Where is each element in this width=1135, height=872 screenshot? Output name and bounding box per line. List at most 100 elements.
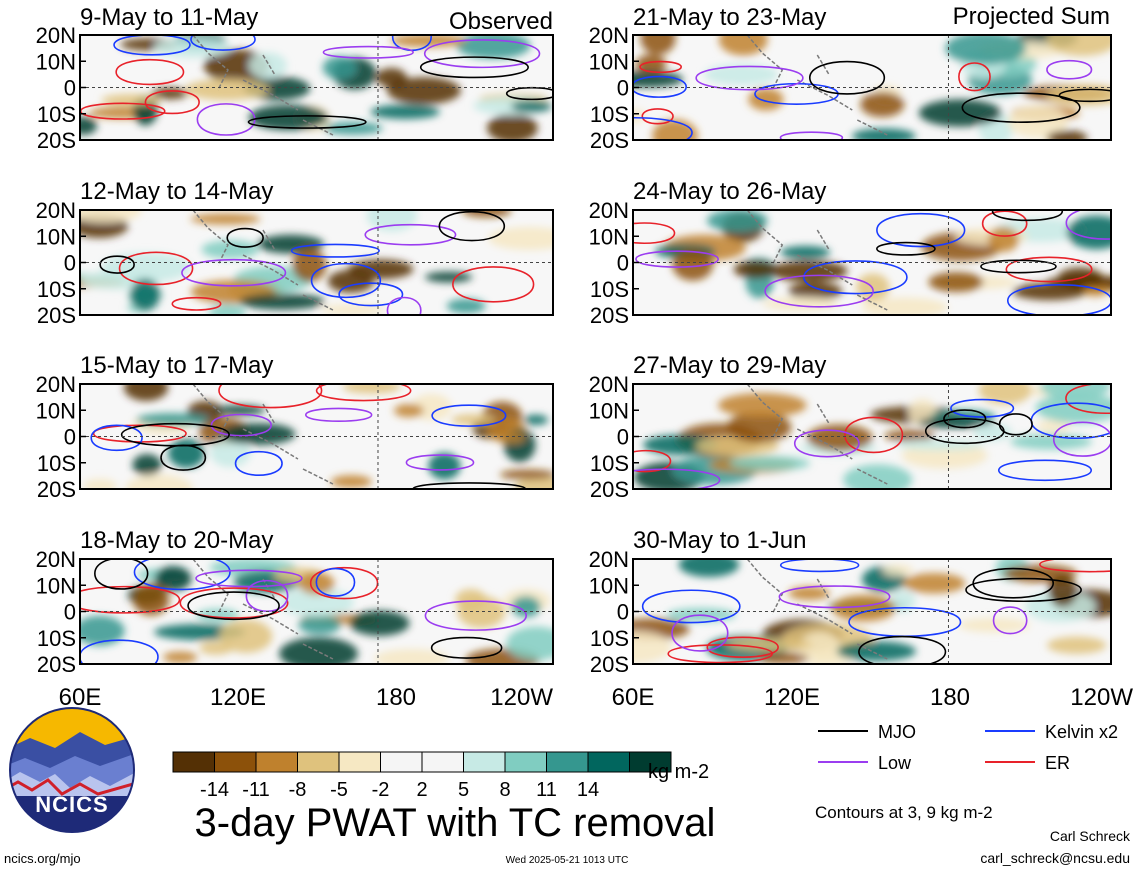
panel-title: 21-May to 23-May — [633, 4, 826, 31]
anomaly-blob — [643, 434, 718, 455]
anomaly-blob — [488, 226, 553, 251]
contour-mjo — [187, 591, 280, 621]
anomaly-blob — [514, 476, 553, 489]
contour-low — [322, 45, 414, 59]
land-outline — [192, 35, 334, 136]
anomaly-blob — [988, 227, 1019, 252]
timestamp: Wed 2025-05-21 1013 UTC — [506, 855, 629, 866]
contour-low — [992, 606, 1028, 635]
contour-mjo — [438, 211, 506, 242]
anomaly-blob — [678, 559, 740, 578]
anomaly-blob — [184, 78, 269, 101]
lat-tick-label: 0 — [617, 425, 629, 450]
contour-low — [210, 413, 272, 437]
anomaly-blob — [132, 583, 170, 616]
anomaly-blob — [1066, 215, 1111, 250]
anomaly-blob — [523, 414, 549, 426]
colorbar-swatch — [172, 751, 215, 773]
colorbar-swatch — [463, 751, 506, 773]
lat-tick-label: 20S — [37, 477, 76, 502]
lat-tick-label: 10N — [589, 49, 629, 74]
anomaly-blob — [510, 100, 552, 113]
colorbar-label: 2 — [416, 779, 427, 801]
panel-title: 24-May to 26-May — [633, 178, 826, 205]
anomaly-blob — [704, 63, 779, 86]
anomaly-blob — [506, 626, 553, 661]
lon-tick-120w: 120W — [490, 684, 553, 711]
lat-tick-label: 0 — [617, 251, 629, 276]
lon-tick-60e-right: 60E — [612, 684, 655, 711]
land-outline — [746, 384, 888, 485]
colorbar: -14 -11 -8 -5 -2 2 5 8 11 14 — [172, 751, 672, 801]
colorbar-label: -14 — [200, 779, 229, 801]
lat-tick-label: 20S — [590, 128, 629, 153]
lat-tick-label: 20N — [36, 547, 76, 572]
contour-kelvin — [431, 404, 507, 427]
contour-low — [633, 468, 721, 489]
anomaly-blob — [80, 210, 142, 223]
author: Carl Schreck — [1050, 828, 1131, 844]
contour-er — [706, 636, 779, 658]
contour-mjo — [961, 92, 1081, 123]
legend-low-label: Low — [878, 753, 912, 773]
legend-mjo-label: MJO — [878, 722, 916, 742]
lat-tick-label: 10S — [590, 102, 629, 127]
lat-tick-label: 0 — [64, 76, 76, 101]
anomaly-blob — [727, 638, 813, 651]
panel-title: 9-May to 11-May — [80, 4, 258, 31]
panel-field — [80, 210, 553, 315]
colorbar-label: -5 — [330, 779, 348, 801]
contour-mjo — [808, 60, 886, 95]
contour-er — [315, 384, 412, 402]
lon-axis-right: 60E 120E 180 120W — [612, 684, 1134, 711]
anomaly-blob — [672, 248, 714, 281]
anomaly-blob — [640, 35, 676, 55]
lat-tick-label: 0 — [64, 251, 76, 276]
panel-field — [633, 384, 1111, 489]
colorbar-swatch — [380, 751, 423, 773]
anomaly-blob — [851, 128, 916, 140]
contour-kelvin — [190, 35, 256, 51]
contour-kelvin — [338, 282, 404, 307]
contour-kelvin — [133, 559, 231, 591]
contour-kelvin — [848, 607, 962, 637]
colorbar-label: -8 — [289, 779, 307, 801]
contour-low — [245, 579, 289, 613]
contour-mjo — [247, 115, 367, 129]
lat-tick-label: 20S — [37, 652, 76, 677]
anomaly-blob — [80, 615, 125, 646]
anomaly-blob — [918, 99, 1002, 127]
contour-er — [1039, 559, 1111, 573]
anomaly-blob — [130, 278, 161, 311]
lat-tick-label: 10S — [37, 102, 76, 127]
legend: MJO Kelvin x2 Low ER Contours at 3, 9 kg… — [815, 722, 1118, 822]
lat-tick-label: 20N — [589, 198, 629, 223]
contour-er — [633, 222, 676, 245]
anomaly-blob — [457, 596, 506, 629]
anomaly-blob — [322, 121, 383, 135]
anomaly-blob — [882, 564, 914, 576]
lat-tick-label: 10N — [589, 398, 629, 423]
contour-er — [92, 424, 187, 443]
lat-tick-label: 20S — [37, 128, 76, 153]
colorbar-label: 8 — [499, 779, 510, 801]
anomaly-blob — [348, 259, 414, 280]
contour-mjo — [99, 255, 135, 274]
land-outline — [746, 35, 888, 136]
anomaly-blob — [428, 452, 461, 480]
anomaly-blob — [190, 213, 261, 225]
contour-er — [844, 416, 904, 454]
panel-field — [80, 35, 553, 140]
anomaly-blob — [806, 424, 873, 451]
colorbar-label: -11 — [242, 779, 269, 801]
lat-tick-label: 10N — [589, 573, 629, 598]
contour-kelvin — [876, 212, 966, 248]
colorbar-label: 14 — [577, 779, 599, 801]
lat-tick-label: 20N — [589, 547, 629, 572]
anomaly-blob — [728, 456, 810, 471]
colorbar-label: 11 — [536, 779, 557, 801]
anomaly-blob — [1046, 130, 1088, 140]
lat-tick-label: 10S — [590, 626, 629, 651]
contour-mjo — [924, 418, 1005, 444]
